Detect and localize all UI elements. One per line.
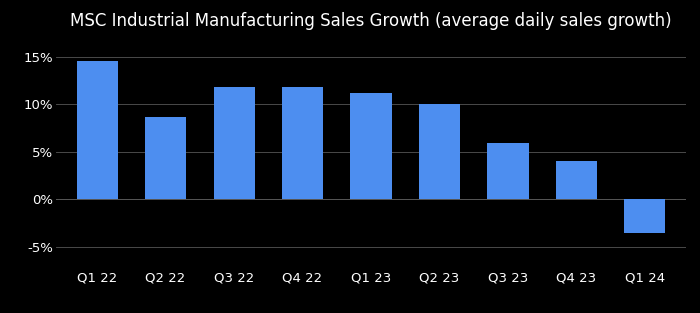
Bar bbox=[419, 104, 460, 199]
Bar bbox=[214, 87, 255, 199]
Bar bbox=[624, 199, 666, 233]
Title: MSC Industrial Manufacturing Sales Growth (average daily sales growth): MSC Industrial Manufacturing Sales Growt… bbox=[70, 13, 672, 30]
Bar bbox=[556, 161, 597, 199]
Bar bbox=[282, 87, 323, 199]
Bar bbox=[487, 143, 528, 199]
Bar bbox=[76, 61, 118, 199]
Bar bbox=[351, 93, 391, 199]
Bar bbox=[145, 116, 186, 199]
